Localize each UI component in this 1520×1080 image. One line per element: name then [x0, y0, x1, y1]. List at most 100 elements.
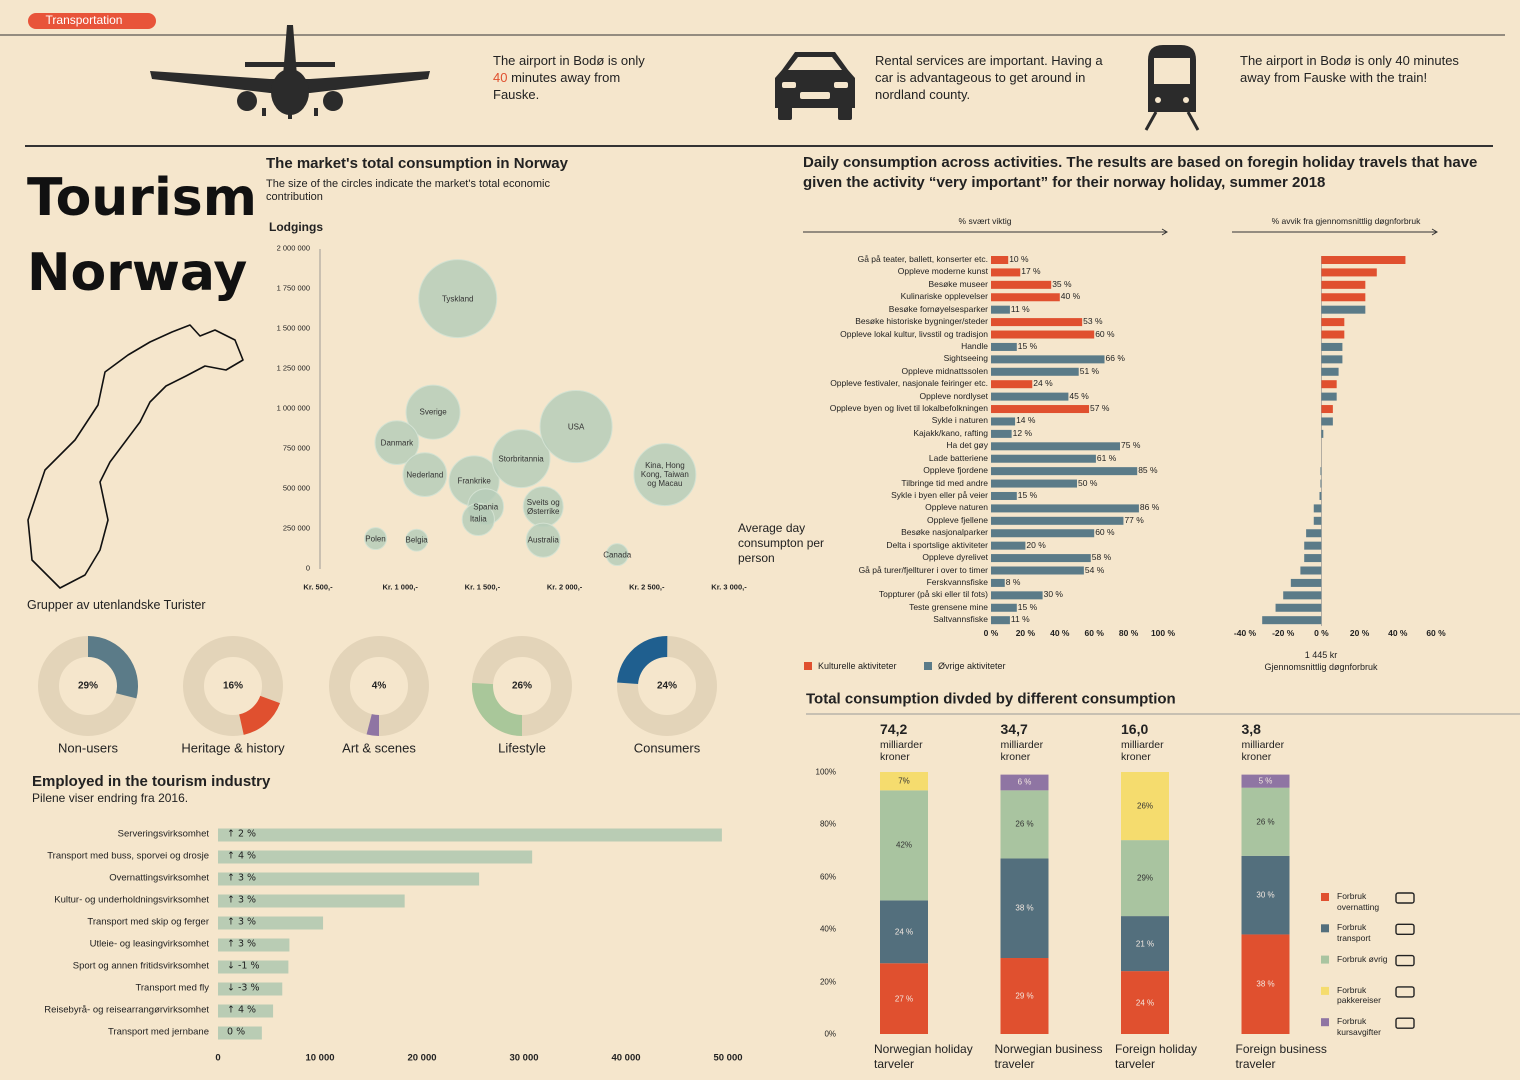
x-tick-label: 0 [215, 1052, 221, 1064]
category-label: Besøke museer [928, 278, 988, 289]
value-label: 15 % [1017, 601, 1038, 612]
bubble-label: Belgia [405, 535, 428, 545]
bar [1313, 504, 1322, 513]
bubble-label: Kina, Hong Kong, Taiwan og Macau [640, 460, 689, 489]
bar [1321, 330, 1345, 339]
category-label: Consumers [633, 740, 701, 756]
category-label: Non-users [58, 740, 118, 756]
bar [991, 529, 1095, 538]
x-axis-label: Average day consumpton per person [738, 521, 825, 565]
bar [991, 516, 1124, 525]
car-icon [775, 52, 855, 120]
bar [218, 960, 289, 974]
info-text: The airport in Bodø is only [493, 53, 645, 68]
category-label: Oppleve fjordene [923, 465, 988, 476]
value-label: 53 % [1083, 316, 1103, 327]
value-label: 7% [898, 776, 910, 786]
legend-icon [1395, 923, 1415, 935]
bar [1321, 367, 1339, 376]
value-label: 26% [1136, 801, 1154, 811]
legend-label: Forbruk pakkereiser [1337, 984, 1381, 1006]
value-label: 10 % [1009, 254, 1029, 265]
bubble [405, 528, 429, 552]
bar-segment [1000, 790, 1049, 859]
bubble-label: Canada [603, 550, 632, 559]
x-tick-label: 60 % [1426, 628, 1446, 639]
bar [991, 454, 1096, 463]
info-highlight: 40 [493, 70, 508, 85]
value-label: 15 % [1017, 490, 1038, 501]
x-tick-label: 0 % [1314, 628, 1329, 639]
y-tick-label: 100% [815, 767, 836, 777]
bar-segment [1121, 971, 1169, 1034]
value-label: 11 % [1010, 614, 1030, 625]
bar [991, 293, 1060, 302]
chart-title: The market's total consumption in Norway [266, 155, 568, 172]
legend-label: Kulturelle aktiviteter [818, 660, 897, 671]
bar-annotation: 0 % [227, 1026, 246, 1038]
bar-annotation: ↑ 2 % [227, 828, 257, 840]
legend-icon [1395, 1017, 1415, 1029]
category-label: Besøke fornøyelsesparker [888, 303, 988, 314]
bubble [491, 429, 551, 489]
chart-title: Total consumption divded by different co… [806, 690, 1176, 708]
category-label: Gå på turer/fjellturer i over to timer [858, 564, 988, 575]
x-tick-label: -20 % [1272, 628, 1295, 639]
value-label: 45 % [1069, 390, 1089, 401]
x-tick-label: Kr. 1 000,- [382, 582, 418, 592]
x-tick-label: 40 000 [611, 1052, 641, 1064]
bar [1262, 616, 1322, 625]
value-label: 24% [656, 680, 678, 692]
y-tick-label: 500 000 [282, 483, 310, 493]
bubble-label: Frankrike [457, 476, 491, 486]
bar [991, 591, 1043, 600]
bar [991, 405, 1090, 414]
bar-segment [1241, 855, 1290, 935]
legend-icon [1395, 954, 1415, 967]
value-label: 14 % [1016, 415, 1036, 426]
bar [1321, 342, 1343, 351]
category-label: Oppleve byen og livet til lokalbefolknin… [829, 403, 988, 414]
x-tick-label: 20 % [1015, 628, 1036, 639]
y-tick-label: 1 250 000 [276, 363, 310, 373]
category-label: Tilbringe tid med andre [901, 477, 988, 488]
x-tick-label: 0 % [983, 628, 999, 639]
y-tick-label: 60% [819, 872, 836, 882]
category-label: Heritage & history [181, 740, 285, 756]
x-tick-label: Kr. 2 500,- [629, 582, 665, 592]
chart-subtitle: Pilene viser endring fra 2016. [32, 791, 189, 806]
transport-info: Rental services are important. Having a … [875, 53, 1103, 102]
train-icon [1144, 45, 1200, 131]
bar [1319, 491, 1322, 500]
x-tick-label: 60 % [1084, 628, 1104, 639]
bar [991, 566, 1084, 575]
bar-annotation: ↓ -3 % [227, 982, 260, 994]
bar [1321, 318, 1345, 327]
category-label: Kultur- og underholdningsvirksomhet [54, 894, 209, 906]
bar [218, 872, 480, 886]
value-label: 4% [371, 680, 387, 692]
bar [1321, 355, 1343, 364]
bar-segment [880, 790, 928, 901]
bar-segment [1121, 772, 1169, 841]
bubble [402, 452, 448, 498]
bar [991, 342, 1017, 351]
legend-swatch [1321, 893, 1329, 901]
legend-icon [1395, 986, 1415, 998]
category-label: Sykle i byen eller på veier [891, 490, 988, 501]
value-label: 30 % [1256, 890, 1275, 900]
y-tick-label: 1 000 000 [276, 403, 310, 413]
bar [991, 603, 1017, 612]
bar-segment [1241, 934, 1290, 1034]
bar [218, 1004, 274, 1018]
bar [218, 982, 283, 996]
value-label: 57 % [1090, 403, 1110, 414]
bar-segment [1241, 774, 1290, 788]
bar [1320, 479, 1322, 488]
bar [991, 355, 1105, 364]
bar [1321, 429, 1324, 438]
x-tick-label: -40 % [1233, 628, 1257, 639]
bar-segment [880, 900, 928, 964]
y-tick-label: 2 000 000 [276, 243, 310, 253]
legend-label: Forbruk overnatting [1337, 891, 1380, 912]
